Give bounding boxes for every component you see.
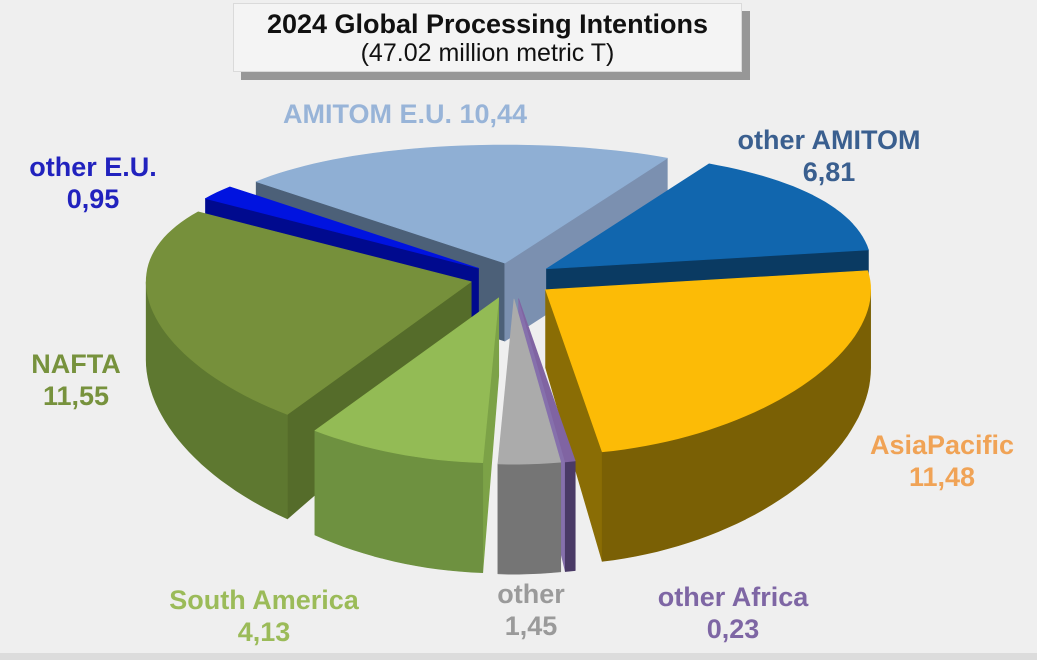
slide-bottom-edge xyxy=(0,653,1037,660)
slice-label-line: NAFTA xyxy=(31,349,121,379)
slice-label-other-africa: other Africa 0,23 xyxy=(658,581,809,645)
pie-slice-south-america-top[interactable] xyxy=(314,297,500,463)
slice-label-line: South America xyxy=(169,585,359,615)
slice-label-line: 0,95 xyxy=(66,184,120,214)
pie-slice-other-eu-top[interactable] xyxy=(205,186,479,269)
chart-title: 2024 Global Processing Intentions xyxy=(266,9,709,39)
slice-label-line: 0,23 xyxy=(706,614,760,644)
slice-label-line: 11,55 xyxy=(42,381,110,411)
slice-label-other-eu: other E.U. 0,95 xyxy=(29,151,157,215)
pie-slice-asiapacific-top[interactable] xyxy=(545,270,871,453)
slice-label-amitom-eu: AMITOM E.U. 10,44 xyxy=(283,98,527,130)
slice-label-line: other Africa xyxy=(657,582,809,612)
chart-title-box: 2024 Global Processing Intentions (47.02… xyxy=(233,3,742,72)
slice-label-line: AMITOM E.U. 10,44 xyxy=(282,99,528,129)
pie-slice-other-outer-wall[interactable] xyxy=(497,461,562,575)
slice-label-south-america: South America 4,13 xyxy=(169,584,359,648)
slice-label-asiapacific: AsiaPacific 11,48 xyxy=(870,429,1014,493)
slice-label-line: 1,45 xyxy=(504,611,558,641)
pie-slice-amitom-eu-top[interactable] xyxy=(255,144,668,264)
pie-slice-nafta-top[interactable] xyxy=(145,211,472,415)
chart-subtitle: (47.02 million metric T) xyxy=(360,39,615,67)
pie-slice-other-africa-outer-wall[interactable] xyxy=(564,460,576,572)
slice-label-other-amitom: other AMITOM 6,81 xyxy=(738,124,921,188)
pie-slice-other-amitom-top[interactable] xyxy=(546,163,869,270)
slice-label-line: other AMITOM xyxy=(737,125,921,155)
pie-slice-other-africa-top[interactable] xyxy=(518,298,576,463)
slice-label-line: 6,81 xyxy=(802,157,856,187)
slice-label-other: other 1,45 xyxy=(497,578,565,642)
slice-label-line: 4,13 xyxy=(237,617,291,647)
slice-label-nafta: NAFTA 11,55 xyxy=(31,348,120,412)
pie-slice-other-top[interactable] xyxy=(497,298,562,465)
slice-label-line: other E.U. xyxy=(29,152,157,182)
slice-label-line: 11,48 xyxy=(908,462,976,492)
slice-label-line: other xyxy=(497,579,565,609)
slice-label-line: AsiaPacific xyxy=(869,430,1015,460)
